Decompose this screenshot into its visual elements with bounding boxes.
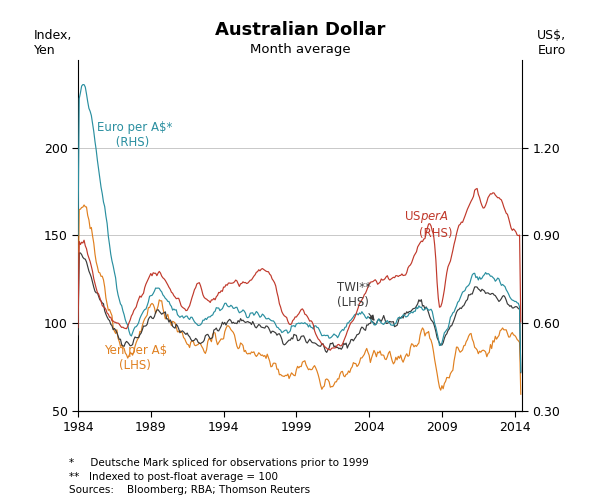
Text: Yen per A$
    (LHS): Yen per A$ (LHS) <box>104 344 167 372</box>
Text: Index,
Yen: Index, Yen <box>34 29 72 57</box>
Text: US$ per A$
    (RHS): US$ per A$ (RHS) <box>404 209 452 240</box>
Text: *     Deutsche Mark spliced for observations prior to 1999: * Deutsche Mark spliced for observations… <box>69 458 369 468</box>
Text: Sources:    Bloomberg; RBA; Thomson Reuters: Sources: Bloomberg; RBA; Thomson Reuters <box>69 485 310 495</box>
Text: Month average: Month average <box>250 43 350 56</box>
Text: **   Indexed to post-float average = 100: ** Indexed to post-float average = 100 <box>69 472 278 482</box>
Text: TWI**
(LHS): TWI** (LHS) <box>337 281 374 320</box>
Text: US$,
Euro: US$, Euro <box>537 29 566 57</box>
Title: Australian Dollar: Australian Dollar <box>215 21 385 39</box>
Text: Euro per A$*
     (RHS): Euro per A$* (RHS) <box>97 121 172 149</box>
